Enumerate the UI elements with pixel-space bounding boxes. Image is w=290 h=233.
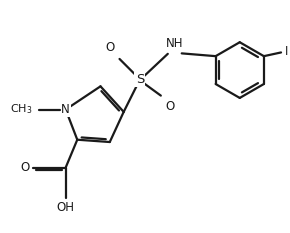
Text: O: O [21,161,30,174]
Text: OH: OH [57,201,75,214]
Text: CH$_3$: CH$_3$ [10,102,32,116]
Text: N: N [61,103,70,116]
Text: O: O [105,41,115,54]
Text: I: I [285,45,289,58]
Text: NH: NH [166,37,184,50]
Text: O: O [166,100,175,113]
Text: S: S [136,73,144,86]
